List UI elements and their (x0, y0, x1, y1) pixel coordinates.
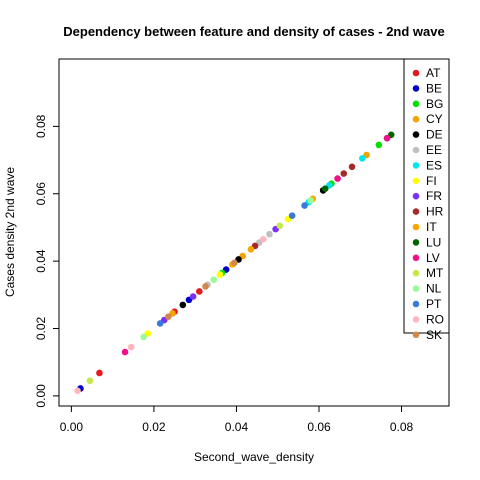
data-point-lv (121, 348, 129, 356)
legend-label-mt: MT (426, 266, 444, 280)
x-axis-label: Second_wave_density (194, 450, 314, 464)
legend-label-ee: EE (426, 143, 442, 157)
x-tick-label: 0.00 (60, 420, 84, 434)
y-tick-label: 0.00 (34, 384, 48, 408)
data-point-de (179, 301, 187, 309)
legend-marker-fi (412, 177, 420, 185)
legend-label-de: DE (426, 128, 443, 142)
data-point-mt (86, 377, 94, 385)
legend-marker-sk (412, 331, 420, 339)
x-axis: 0.00 0.02 0.04 0.06 0.08 (60, 405, 414, 434)
data-point-ro (74, 387, 81, 395)
data-point-ro (127, 343, 135, 351)
data-points (74, 104, 428, 395)
legend-label-bg: BG (426, 97, 443, 111)
data-point-pt (301, 202, 308, 209)
y-tick-label: 0.02 (34, 317, 48, 341)
data-point-sk (202, 283, 209, 290)
legend-marker-lu (412, 239, 420, 246)
data-point-at (196, 288, 203, 295)
x-tick-label: 0.04 (225, 420, 249, 434)
legend-label-pt: PT (426, 297, 442, 311)
data-point-lu (321, 185, 329, 193)
data-point-bg (375, 141, 383, 149)
legend-label-lu: LU (426, 235, 441, 249)
data-point-ee (266, 230, 273, 238)
legend-label-nl: NL (426, 282, 442, 296)
legend-label-es: ES (426, 158, 442, 172)
legend-label-fi: FI (426, 174, 437, 188)
legend-marker-at (412, 69, 420, 77)
data-point-sk (165, 313, 172, 321)
legend-label-cy: CY (426, 112, 443, 126)
legend-label-at: AT (426, 66, 441, 80)
legend-label-fr: FR (426, 189, 442, 203)
x-tick-label: 0.06 (307, 420, 331, 434)
y-tick-label: 0.04 (34, 249, 48, 273)
legend-box (403, 58, 450, 334)
data-point-nl (307, 197, 315, 204)
legend-marker-nl (412, 285, 420, 292)
legend-marker-be (412, 85, 420, 92)
data-point-sk (231, 259, 238, 267)
data-point-it (247, 246, 255, 253)
plot-frame (58, 58, 450, 407)
legend-marker-de (412, 131, 420, 138)
y-axis-label: Cases density 2nd wave (3, 167, 17, 297)
legend-marker-hr (412, 208, 420, 215)
legend-marker-lv (412, 254, 420, 262)
data-point-nl (140, 333, 147, 341)
data-point-pt (288, 212, 296, 219)
y-tick-label: 0.08 (34, 114, 48, 138)
legend-marker-cy (412, 115, 420, 123)
legend-label-hr: HR (426, 205, 444, 219)
legend-marker-es (412, 162, 420, 169)
y-tick-label: 0.06 (34, 182, 48, 206)
legend-marker-it (412, 223, 420, 231)
x-tick-label: 0.02 (142, 420, 166, 434)
data-point-nl (210, 276, 218, 283)
legend-label-be: BE (426, 81, 442, 95)
legend-marker-ee (412, 146, 420, 154)
legend-label-ro: RO (426, 312, 444, 326)
data-point-at (96, 369, 103, 377)
legend-label-lv: LV (426, 251, 440, 265)
y-axis: 0.00 0.02 0.04 0.06 0.08 (34, 114, 60, 408)
data-point-mt (276, 222, 284, 230)
data-point-lv (383, 134, 391, 142)
x-tick-label: 0.08 (390, 420, 414, 434)
data-point-ro (259, 235, 267, 243)
data-point-hr (340, 170, 348, 177)
legend-marker-ro (412, 316, 420, 323)
legend-label-sk: SK (426, 328, 442, 342)
legend-marker-mt (412, 269, 420, 277)
legend-label-it: IT (426, 220, 437, 234)
legend-marker-fr (412, 192, 420, 200)
data-point-lv (334, 175, 341, 182)
data-point-fi (216, 271, 224, 278)
data-point-es (359, 155, 366, 162)
legend-marker-bg (412, 100, 420, 108)
legend-marker-pt (412, 300, 420, 308)
chart-title: Dependency between feature and density o… (63, 24, 444, 39)
data-point-fr (189, 293, 197, 300)
data-point-pt (156, 320, 164, 327)
data-point-hr (348, 163, 356, 171)
